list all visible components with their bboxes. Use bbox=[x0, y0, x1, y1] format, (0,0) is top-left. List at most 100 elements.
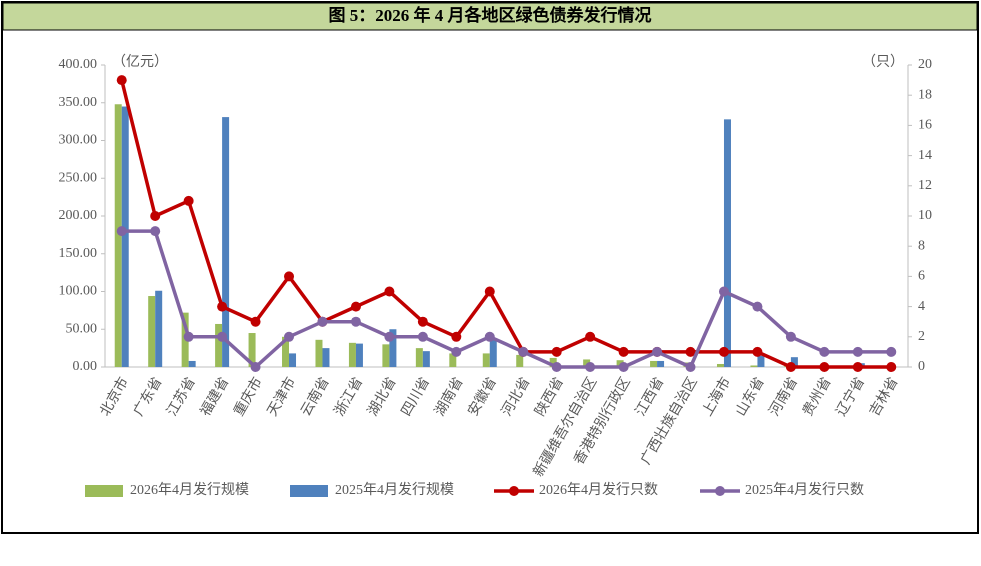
bar bbox=[348, 342, 356, 367]
line-marker bbox=[451, 346, 462, 357]
y2-tick-label: 16 bbox=[918, 118, 932, 133]
y-tick-label: 350.00 bbox=[59, 95, 98, 110]
line-marker bbox=[618, 346, 629, 357]
line-marker bbox=[585, 331, 596, 342]
line-marker bbox=[551, 346, 562, 357]
line-marker bbox=[150, 211, 161, 221]
bar bbox=[549, 357, 557, 367]
y-tick-label: 200.00 bbox=[59, 208, 98, 223]
y2-tick-label: 2 bbox=[918, 329, 925, 344]
line-marker bbox=[284, 331, 295, 342]
line-marker bbox=[685, 362, 696, 372]
line-marker bbox=[284, 271, 295, 282]
chart-title: 图 5：2026 年 4 月各地区绿色债券发行情况 bbox=[329, 5, 652, 25]
line-marker bbox=[752, 346, 763, 357]
bar bbox=[657, 360, 665, 367]
y2-tick-label: 0 bbox=[918, 359, 925, 374]
bar bbox=[282, 336, 290, 367]
bar bbox=[355, 343, 363, 367]
bar bbox=[415, 348, 423, 367]
line bbox=[120, 79, 892, 369]
bar bbox=[723, 119, 731, 367]
frame bbox=[1, 1, 979, 534]
bar bbox=[583, 359, 591, 367]
y2-tick-label: 18 bbox=[918, 87, 932, 102]
line-marker bbox=[752, 301, 763, 312]
line-marker bbox=[317, 316, 328, 327]
y-tick-label: 100.00 bbox=[59, 284, 98, 299]
line-marker bbox=[350, 316, 361, 327]
line-marker bbox=[819, 346, 830, 357]
bar bbox=[790, 357, 798, 367]
line-marker bbox=[217, 331, 228, 342]
y2-tick-label: 10 bbox=[918, 208, 932, 223]
y-tick-label: 400.00 bbox=[59, 57, 98, 72]
y-tick-label: 250.00 bbox=[59, 170, 98, 185]
line-marker bbox=[886, 346, 897, 357]
line-marker bbox=[116, 226, 127, 237]
legend-label: 2025年4月发行只数 bbox=[745, 482, 864, 498]
bar bbox=[315, 339, 323, 367]
bar bbox=[289, 353, 297, 367]
y2-tick-label: 12 bbox=[918, 178, 932, 193]
line-marker bbox=[250, 362, 261, 372]
line-marker bbox=[183, 195, 194, 206]
bar bbox=[750, 365, 758, 367]
y-tick-label: 50.00 bbox=[66, 321, 98, 336]
bar bbox=[716, 363, 724, 367]
bar bbox=[248, 333, 256, 367]
line-marker bbox=[451, 331, 462, 342]
title-band bbox=[2, 2, 978, 31]
bar bbox=[489, 338, 497, 367]
y-unit: （亿元） bbox=[112, 54, 168, 70]
line-marker bbox=[116, 75, 127, 86]
bar bbox=[148, 296, 156, 367]
line-marker bbox=[183, 331, 194, 342]
legend-label: 2026年4月发行只数 bbox=[539, 482, 658, 498]
bar bbox=[121, 106, 129, 368]
bar bbox=[482, 353, 490, 367]
bar bbox=[222, 117, 230, 367]
legend-swatch-marker bbox=[715, 486, 725, 496]
line-marker bbox=[652, 346, 663, 357]
bar bbox=[449, 353, 457, 367]
bar bbox=[422, 351, 430, 367]
y2-unit: （只） bbox=[862, 54, 904, 70]
bar bbox=[650, 360, 658, 367]
bar bbox=[188, 360, 196, 367]
y2-tick-label: 6 bbox=[918, 269, 925, 284]
legend-label: 2025年4月发行规模 bbox=[335, 482, 454, 498]
line-marker bbox=[384, 331, 395, 342]
legend-swatch-marker bbox=[509, 486, 519, 496]
bar bbox=[114, 104, 122, 367]
line-marker bbox=[718, 286, 729, 297]
line-marker bbox=[886, 362, 897, 372]
line-marker bbox=[685, 346, 696, 357]
line bbox=[121, 229, 892, 370]
bar bbox=[155, 290, 163, 367]
y2-tick-label: 14 bbox=[918, 148, 932, 163]
line-marker bbox=[484, 286, 495, 297]
line-marker bbox=[417, 331, 428, 342]
line-marker bbox=[718, 346, 729, 357]
line-marker bbox=[819, 362, 830, 372]
y2-tick-label: 4 bbox=[918, 299, 925, 314]
bar bbox=[382, 344, 390, 367]
line-marker bbox=[618, 362, 629, 372]
bar bbox=[516, 354, 524, 367]
bar bbox=[389, 329, 397, 367]
line-marker bbox=[785, 331, 796, 342]
line-marker bbox=[585, 362, 596, 372]
legend-swatch bbox=[85, 485, 123, 497]
line-marker bbox=[417, 316, 428, 327]
line-marker bbox=[551, 362, 562, 372]
line-marker bbox=[518, 346, 529, 357]
bar bbox=[322, 348, 330, 367]
line-marker bbox=[484, 331, 495, 342]
y-tick-label: 150.00 bbox=[59, 246, 98, 261]
y2-tick-label: 20 bbox=[918, 57, 932, 72]
bar bbox=[215, 323, 223, 367]
line-marker bbox=[250, 316, 261, 327]
bar bbox=[757, 355, 765, 367]
